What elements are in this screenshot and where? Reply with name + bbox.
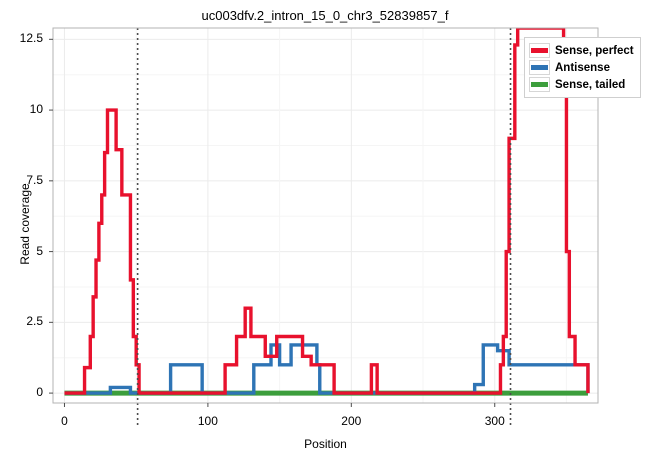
legend-label: Antisense [555,61,610,74]
y-tick-label: 7.5 [26,172,43,187]
y-tick-label: 10 [29,102,43,117]
y-tick-label: 5 [36,243,43,258]
x-axis-label: Position [304,437,347,451]
legend-item: Sense, perfect [529,42,634,59]
y-tick-label: 12.5 [19,31,43,46]
x-tick-label: 200 [341,414,362,428]
x-tick-label: 300 [484,414,505,428]
series-line-antisense [64,343,590,395]
legend-swatch-icon [529,60,550,75]
legend-item: Antisense [529,59,634,76]
panel-border [52,27,599,404]
legend-item: Sense, tailed [529,76,634,93]
series-line-sense-perfect [64,28,590,395]
legend: Sense, perfect Antisense Sense, tailed [524,37,641,98]
legend-swatch-icon [529,43,550,58]
legend-label: Sense, tailed [555,78,626,91]
legend-swatch-icon [529,77,550,92]
x-tick-label: 0 [61,414,68,428]
series-group [64,28,590,396]
y-tick-label: 2.5 [26,314,43,329]
x-tick-label: 100 [197,414,218,428]
chart-title: uc003dfv.2_intron_15_0_chr3_52839857_f [201,8,449,23]
y-tick-label: 0 [36,385,43,400]
legend-label: Sense, perfect [555,44,634,57]
panel-background [53,28,598,403]
